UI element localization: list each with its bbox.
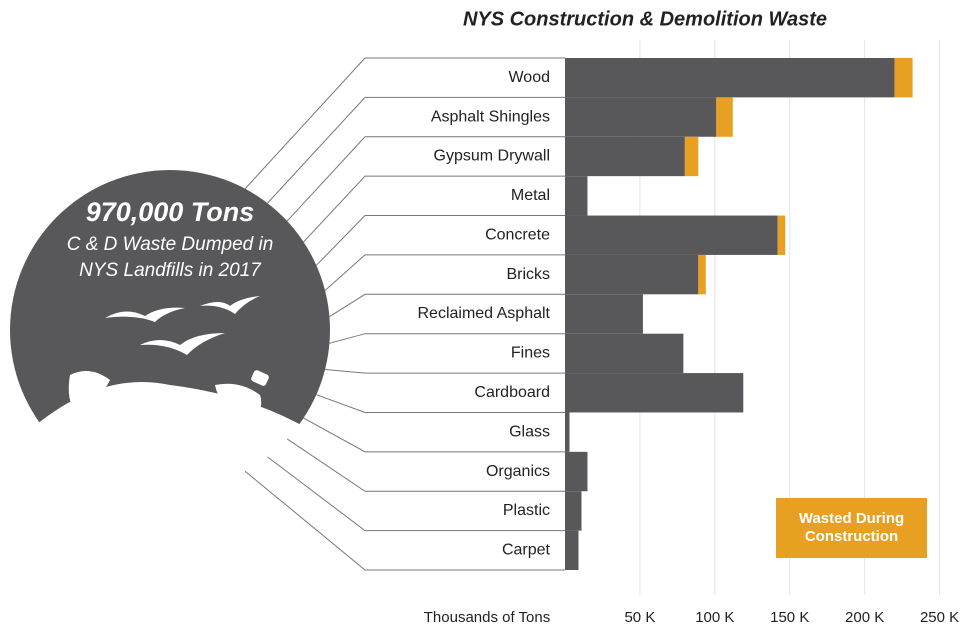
connector-line	[286, 438, 565, 492]
y-tick-label: Carpet	[502, 542, 551, 559]
annotation-line: C & D Waste Dumped in	[67, 234, 274, 255]
connector-line	[303, 175, 565, 243]
y-tick-label: Metal	[511, 187, 550, 204]
x-tick-label: 100 K	[695, 609, 734, 626]
y-tick-label: Glass	[509, 423, 550, 440]
badge-art	[10, 170, 330, 513]
bar-segment	[684, 136, 699, 177]
bar-segment	[565, 530, 579, 570]
x-tick-label: 50 K	[624, 609, 655, 626]
y-tick-label: Fines	[511, 345, 550, 362]
y-tick-label: Concrete	[485, 226, 550, 243]
y-tick-label: Reclaimed Asphalt	[417, 305, 550, 322]
bar-segment	[716, 97, 733, 137]
connector-line	[315, 215, 565, 266]
bar-segment	[894, 58, 913, 98]
annotation-line: NYS Landfills in 2017	[79, 260, 262, 281]
bar-segment	[565, 254, 699, 295]
legend-entry: Wasted During Construction	[776, 498, 927, 558]
connector-line	[244, 470, 565, 571]
bar-segment	[565, 491, 582, 531]
bar-segment	[565, 215, 778, 255]
x-axis-label: Thousands of Tons	[424, 609, 550, 626]
annotation-title: 970,000 Tons	[86, 197, 255, 227]
connector-line	[244, 57, 565, 190]
connector-line	[303, 417, 565, 453]
bar-segment	[565, 451, 588, 492]
chart-title: NYS Construction & Demolition Waste	[463, 8, 827, 30]
bar-segment	[565, 333, 684, 374]
connector-line	[329, 293, 565, 318]
bar-segment	[698, 254, 706, 295]
connector-line	[324, 254, 565, 291]
connector-line	[286, 136, 565, 222]
connector-line	[267, 96, 565, 204]
x-tick-label: 200 K	[845, 609, 884, 626]
y-tick-label: Plastic	[503, 502, 550, 519]
bar-segment	[565, 373, 744, 413]
connector-line	[324, 369, 565, 374]
y-tick-label: Wood	[508, 69, 550, 86]
bar-segment	[565, 412, 570, 452]
bar-segment	[565, 176, 588, 216]
y-tick-label: Cardboard	[474, 384, 550, 401]
x-tick-label: 250 K	[920, 609, 959, 626]
bar-segment	[565, 58, 895, 98]
x-tick-label: 150 K	[770, 609, 809, 626]
y-tick-label: Gypsum Drywall	[434, 148, 550, 165]
bar-segment	[565, 97, 717, 137]
y-tick-label: Bricks	[506, 266, 550, 283]
connector-line	[316, 394, 565, 413]
bar-segment	[777, 215, 786, 255]
connector-line	[267, 456, 565, 532]
bar-segment	[565, 136, 685, 177]
y-tick-label: Organics	[486, 463, 550, 480]
connector-line	[329, 333, 565, 344]
y-tick-label: Asphalt Shingles	[431, 108, 550, 125]
bar-segment	[565, 294, 643, 334]
